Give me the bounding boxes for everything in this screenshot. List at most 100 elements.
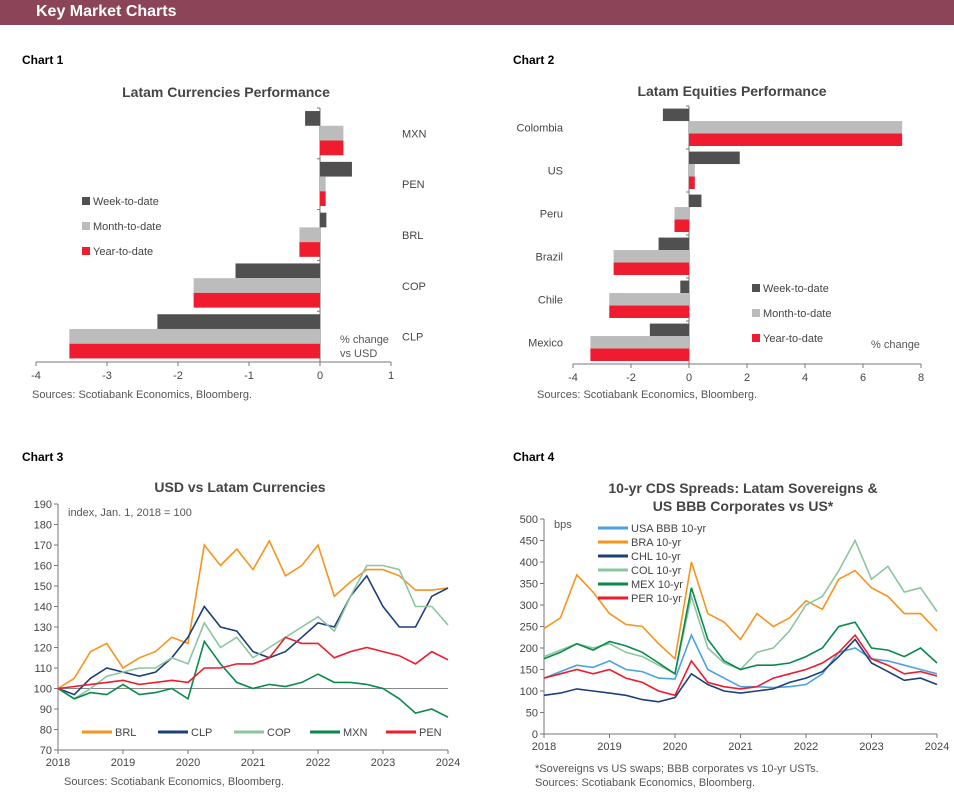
chart3-series-clp (57, 574, 449, 696)
chart1-bar-cop-2 (193, 292, 320, 308)
chart4-x-tick-label: 2021 (728, 741, 752, 753)
chart1-bar-pen-2 (320, 191, 326, 207)
chart1-legend-swatch (82, 197, 90, 205)
chart2-bar-brazil-0 (658, 237, 689, 251)
chart2-x-tick-label: 6 (860, 372, 866, 384)
chart2-bar-chile-2 (609, 305, 689, 318)
chart2-bar-peru-0 (689, 194, 702, 208)
chart2-category-label: Brazil (535, 252, 563, 264)
chart3-series-mxn (57, 639, 449, 718)
chart2-category-label: Mexico (528, 338, 563, 350)
chart2-bar-peru-2 (674, 219, 689, 232)
chart1-bar-pen-1 (320, 176, 326, 192)
chart3-y-tick-label: 180 (34, 520, 52, 532)
chart1-bar-brl-0 (320, 212, 327, 228)
chart2-legend-label: Week-to-date (763, 283, 829, 295)
chart2-bar-mexico-2 (590, 348, 689, 361)
chart4-legend-label: BRA 10-yr (631, 537, 681, 549)
chart4-x-tick-label: 2024 (925, 741, 949, 753)
chart4-x-tick-label: 2020 (663, 741, 687, 753)
chart3-label: Chart 3 (22, 450, 64, 464)
chart1-x-tick-label: -1 (244, 370, 254, 382)
chart2-legend-swatch (752, 284, 760, 292)
chart4-title-line1: 10-yr CDS Spreads: Latam Sovereigns & (608, 480, 877, 496)
chart2-bar-brazil-2 (613, 262, 689, 275)
chart3-series-pen (57, 636, 449, 690)
chart3-y-tick-label: 120 (34, 643, 52, 655)
chart2-bar-mexico-0 (649, 323, 689, 337)
chart4-y-tick-label: 200 (520, 643, 538, 655)
chart3-x-tick-label: 2021 (241, 757, 265, 769)
chart1-bar-mxn-2 (320, 140, 344, 156)
chart3-y-tick-label: 160 (34, 561, 52, 573)
chart1-bar-mxn-0 (305, 111, 320, 126)
chart1-category-label: MXN (402, 128, 427, 140)
chart4-y-tick-label: 150 (520, 665, 538, 677)
chart2-legend-swatch (752, 309, 760, 317)
chart1-bar-clp-0 (157, 314, 320, 329)
chart4-y-tick-label: 100 (520, 686, 538, 698)
chart3-y-tick-label: 140 (34, 602, 52, 614)
chart1-bar-cop-1 (193, 278, 320, 293)
chart3-y-tick-label: 80 (40, 725, 52, 737)
chart4-y-tick-label: 500 (520, 514, 538, 526)
chart3-title: USD vs Latam Currencies (154, 479, 325, 495)
chart2-bar-peru-1 (674, 207, 689, 220)
chart4-y-tick-label: 350 (520, 579, 538, 591)
chart1-unit-line2: vs USD (340, 348, 377, 360)
chart1-category-label: CLP (402, 332, 423, 344)
chart4-series-mex-10-yr (543, 587, 938, 676)
chart1-legend-label: Week-to-date (93, 196, 159, 208)
chart1-legend-label: Year-to-date (93, 246, 153, 258)
chart3-legend-label: CLP (191, 727, 212, 739)
chart3-legend-label: PEN (419, 727, 442, 739)
chart2-bar-colombia-1 (689, 121, 903, 134)
chart4-footnote: *Sovereigns vs US swaps; BBB corporates … (535, 763, 819, 775)
chart3-subtitle: index, Jan. 1, 2018 = 100 (68, 507, 192, 519)
chart4-x-tick-label: 2019 (597, 741, 621, 753)
chart4-y-tick-label: 250 (520, 622, 538, 634)
chart2-x-tick-label: 0 (686, 372, 692, 384)
chart1-x-tick-label: -2 (173, 370, 183, 382)
chart1-category-label: BRL (402, 230, 423, 242)
chart3-x-tick-label: 2018 (46, 757, 70, 769)
chart2-legend-label: Month-to-date (763, 308, 831, 320)
chart1-bar-clp-2 (69, 343, 321, 359)
chart3-y-tick-label: 70 (40, 745, 52, 757)
chart2-title: Latam Equities Performance (637, 83, 826, 99)
chart1-legend-swatch (82, 222, 90, 230)
chart3-legend-label: COP (267, 727, 291, 739)
chart1-x-tick-label: -4 (31, 370, 41, 382)
chart3-x-tick-label: 2019 (111, 757, 135, 769)
chart3-y-tick-label: 190 (34, 499, 52, 511)
chart4-series-chl-10-yr (543, 638, 938, 703)
chart1-bar-clp-1 (69, 328, 321, 344)
chart3-y-tick-label: 170 (34, 540, 52, 552)
chart4-legend-label: COL 10-yr (631, 565, 682, 577)
header-bar: Key Market Charts (0, 0, 954, 25)
chart3-y-tick-label: 130 (34, 622, 52, 634)
chart4-y-tick-label: 50 (526, 708, 538, 720)
chart2-bar-us-2 (689, 176, 695, 189)
chart1-category-label: COP (402, 281, 426, 293)
chart2-category-label: US (548, 166, 563, 178)
chart1-unit-line1: % change (340, 334, 389, 346)
chart3-series-brl (57, 539, 449, 690)
chart2-bar-us-0 (689, 151, 740, 165)
chart2-source: Sources: Scotiabank Economics, Bloomberg… (537, 389, 757, 401)
chart2-bar-chile-0 (680, 280, 689, 294)
chart4-y-tick-label: 450 (520, 536, 538, 548)
chart1-label: Chart 1 (22, 53, 64, 67)
chart1-x-tick-label: 0 (317, 370, 323, 382)
chart4-legend-label: PER 10-yr (631, 593, 682, 605)
chart2-legend-label: Year-to-date (763, 333, 823, 345)
chart4-x-tick-label: 2022 (794, 741, 818, 753)
chart4-x-tick-label: 2023 (859, 741, 883, 753)
chart1-bar-brl-1 (299, 227, 320, 243)
chart3-y-tick-label: 100 (34, 684, 52, 696)
chart1-title: Latam Currencies Performance (122, 84, 330, 100)
chart2-category-label: Colombia (517, 123, 564, 135)
chart1-bar-brl-2 (299, 242, 320, 257)
chart2-bar-chile-1 (609, 293, 689, 306)
